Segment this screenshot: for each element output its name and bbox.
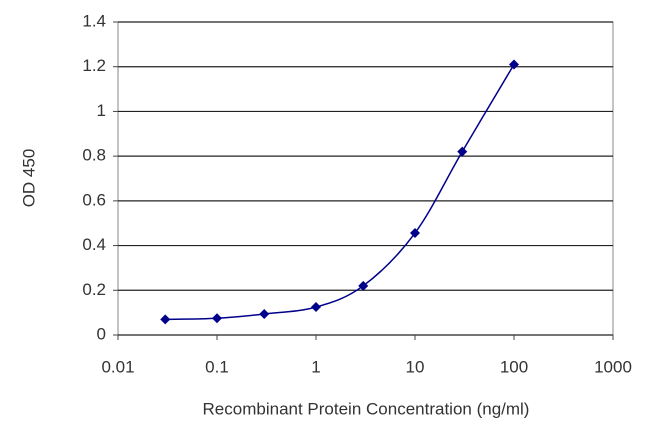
data-point	[311, 302, 321, 313]
x-tick-label: 100	[500, 357, 528, 376]
data-point	[509, 59, 519, 70]
x-tick-label: 10	[406, 357, 425, 376]
plot-area	[117, 21, 614, 336]
y-tick-label: 0.4	[82, 235, 106, 254]
y-tick-label: 1	[97, 101, 106, 120]
x-tick-label: 1	[311, 357, 320, 376]
x-axis-label: Recombinant Protein Concentration (ng/ml…	[203, 399, 530, 418]
x-tick-label: 0.1	[205, 357, 229, 376]
y-tick-label: 1.2	[82, 56, 106, 75]
data-point	[358, 280, 369, 291]
data-point	[212, 313, 222, 324]
y-tick-label: 0.8	[82, 146, 106, 165]
y-tick-label: 0.2	[82, 280, 106, 299]
data-point	[160, 314, 171, 325]
data-point	[457, 146, 468, 157]
y-tick-label: 0.6	[82, 190, 106, 209]
y-axis-label: OD 450	[19, 149, 38, 208]
data-point	[410, 228, 420, 239]
y-tick-label: 0	[97, 324, 106, 343]
y-tick-label: 1.4	[82, 11, 106, 30]
x-tick-label: 0.01	[101, 357, 134, 376]
x-tick-label: 1000	[594, 357, 632, 376]
data-point	[259, 308, 270, 319]
